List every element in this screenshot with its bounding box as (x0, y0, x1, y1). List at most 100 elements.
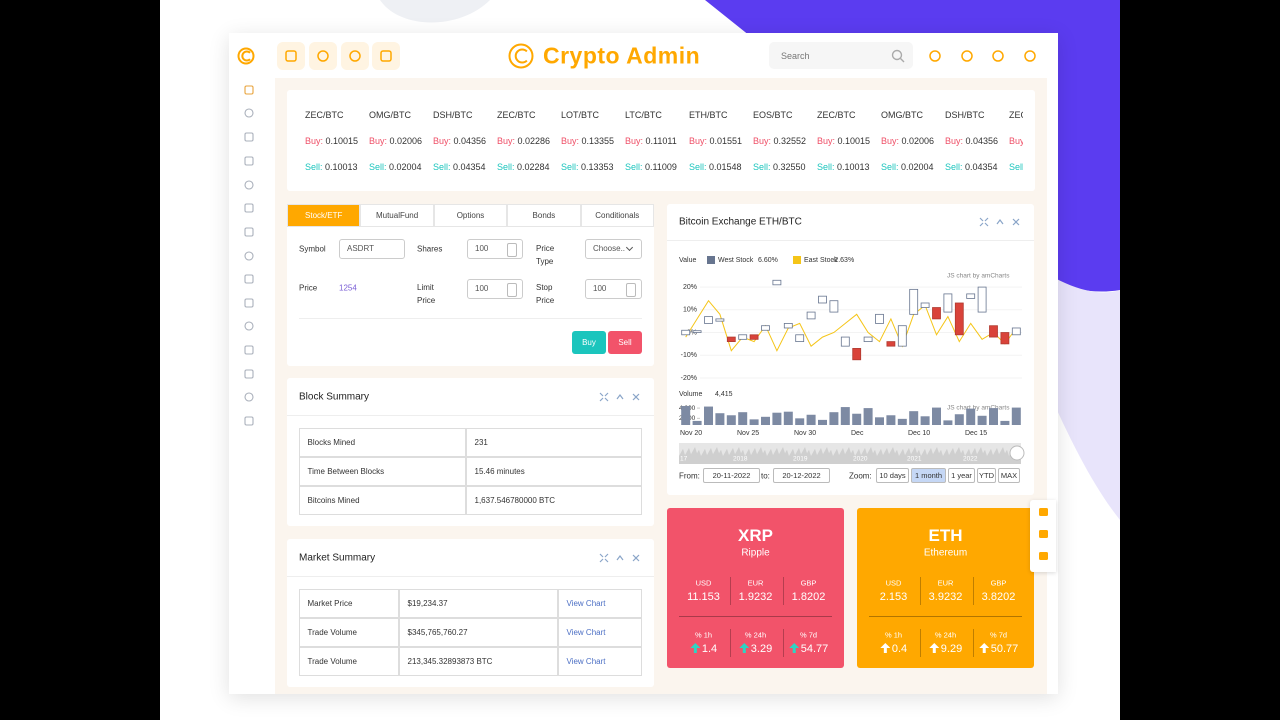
price-label: USD (695, 578, 712, 588)
sidebar-icon (244, 251, 254, 261)
header-button[interactable] (341, 42, 369, 70)
buy-label: Buy: (369, 136, 388, 146)
card-header-line (287, 576, 654, 577)
zoom-button[interactable]: 1 month (911, 468, 946, 483)
price-value: 3.8202 (981, 591, 1016, 603)
change-number: 3.29 (750, 643, 773, 655)
buy-row: Buy: 0.13355 (561, 136, 614, 146)
select[interactable]: Choose.. (585, 239, 642, 259)
candle-body (863, 336, 873, 343)
input[interactable]: 100 (467, 279, 523, 299)
pair: ZEC/BTC (1009, 110, 1023, 120)
icon-shape (244, 369, 254, 379)
lens (891, 49, 903, 61)
chart-text: Volume (679, 391, 702, 398)
zoom-button[interactable]: MAX (998, 468, 1020, 483)
handle (900, 58, 905, 63)
chart-text: 2019 (793, 456, 808, 463)
header-icon (317, 50, 329, 62)
tab[interactable]: Options (433, 204, 508, 227)
candle-body (692, 330, 702, 333)
row-sep (869, 616, 1022, 617)
pair: DSH/BTC (433, 110, 473, 120)
date-input[interactable]: 20-11-2022 (703, 468, 760, 483)
tab[interactable]: Stock/ETF (287, 204, 361, 227)
sidebar-icon (244, 227, 254, 237)
change-value: 1.4 (689, 643, 717, 655)
buy-label: Buy: (561, 136, 580, 146)
price-label: USD (885, 578, 902, 588)
buy-row: Buy: 0.04356 (433, 136, 486, 146)
sidebar-icon (244, 369, 254, 379)
price-label: GBP (990, 578, 1007, 588)
x-tick-label: Dec (851, 430, 864, 437)
legend-label: East Stock (804, 257, 838, 264)
header-button[interactable] (372, 42, 400, 70)
x-tick-label: Dec 10 (908, 430, 930, 437)
buy-price: 0.04356 (453, 136, 487, 146)
tool-glyph (616, 555, 624, 561)
date-input[interactable]: 20-12-2022 (773, 468, 830, 483)
sell-price: 0.01548 (709, 162, 742, 172)
chart-text: 2022 (963, 456, 978, 463)
header-icon (349, 50, 361, 62)
change-label: % 24h (934, 630, 957, 640)
table-cell[interactable]: View Chart (557, 588, 642, 618)
buy-button[interactable]: Buy (572, 331, 606, 354)
change-label: % 1h (884, 630, 903, 640)
sell-row: Sell: 0.10013 (305, 162, 358, 172)
input[interactable]: 100 (467, 239, 523, 259)
zoom-button[interactable]: 10 days (876, 468, 909, 483)
header-button[interactable] (309, 42, 337, 70)
table-cell: Bitcoins Mined (298, 485, 466, 515)
chart-text: Value (679, 257, 696, 264)
zoom-button[interactable]: 1 year (948, 468, 975, 483)
col-sep (919, 577, 921, 605)
chart-text: JS chart by amCharts (947, 273, 1010, 280)
candle-body (875, 313, 884, 324)
sell-row: Sell: 0.11009 (625, 162, 677, 172)
change-value: 50.77 (978, 643, 1019, 655)
arrow-glyph (928, 643, 939, 653)
price-value: 1.8202 (791, 591, 826, 603)
icon-shape (244, 274, 254, 284)
header-button[interactable] (277, 42, 305, 70)
sell-row: Sell: 0.04354 (945, 162, 998, 172)
candle-body (829, 300, 839, 313)
spinner (626, 283, 636, 297)
spinner (507, 283, 517, 297)
search-box[interactable] (769, 42, 913, 69)
sidebar-icon (244, 321, 254, 331)
table-cell[interactable]: View Chart (557, 646, 642, 676)
change-label: % 24h (744, 630, 767, 640)
sell-row: Sell: 0.02004 (881, 162, 934, 172)
input-value: ASDRT (347, 244, 374, 253)
input[interactable]: ASDRT (339, 239, 405, 259)
buy-price: 0.13355 (581, 136, 615, 146)
card-title: Market Summary (299, 552, 376, 564)
tab[interactable]: Conditionals (580, 204, 654, 227)
chart-text: -10% (681, 352, 697, 359)
candle-body (806, 311, 816, 320)
card-tool (979, 217, 989, 227)
icon-shape (961, 50, 973, 62)
sell-label: Sell: (433, 162, 451, 172)
table-cell[interactable]: View Chart (557, 617, 642, 647)
left-bar (0, 0, 160, 720)
input[interactable]: 100 (585, 279, 642, 299)
volume-bar (738, 412, 748, 425)
spinner (507, 243, 517, 257)
navigator-handle (1009, 445, 1025, 461)
candle-body (761, 325, 770, 331)
zoom-button[interactable]: YTD (977, 468, 996, 483)
tab[interactable]: Bonds (507, 204, 581, 227)
ring (237, 47, 255, 65)
buy-row: Buy: 0.04356 (945, 136, 998, 146)
buy-label: Buy: (881, 136, 900, 146)
change-number: 50.77 (990, 643, 1019, 655)
tab[interactable]: MutualFund (360, 204, 434, 227)
sell-button[interactable]: Sell (608, 331, 642, 354)
chart-text: 0% (687, 329, 697, 336)
toolbar-icon (961, 50, 973, 62)
